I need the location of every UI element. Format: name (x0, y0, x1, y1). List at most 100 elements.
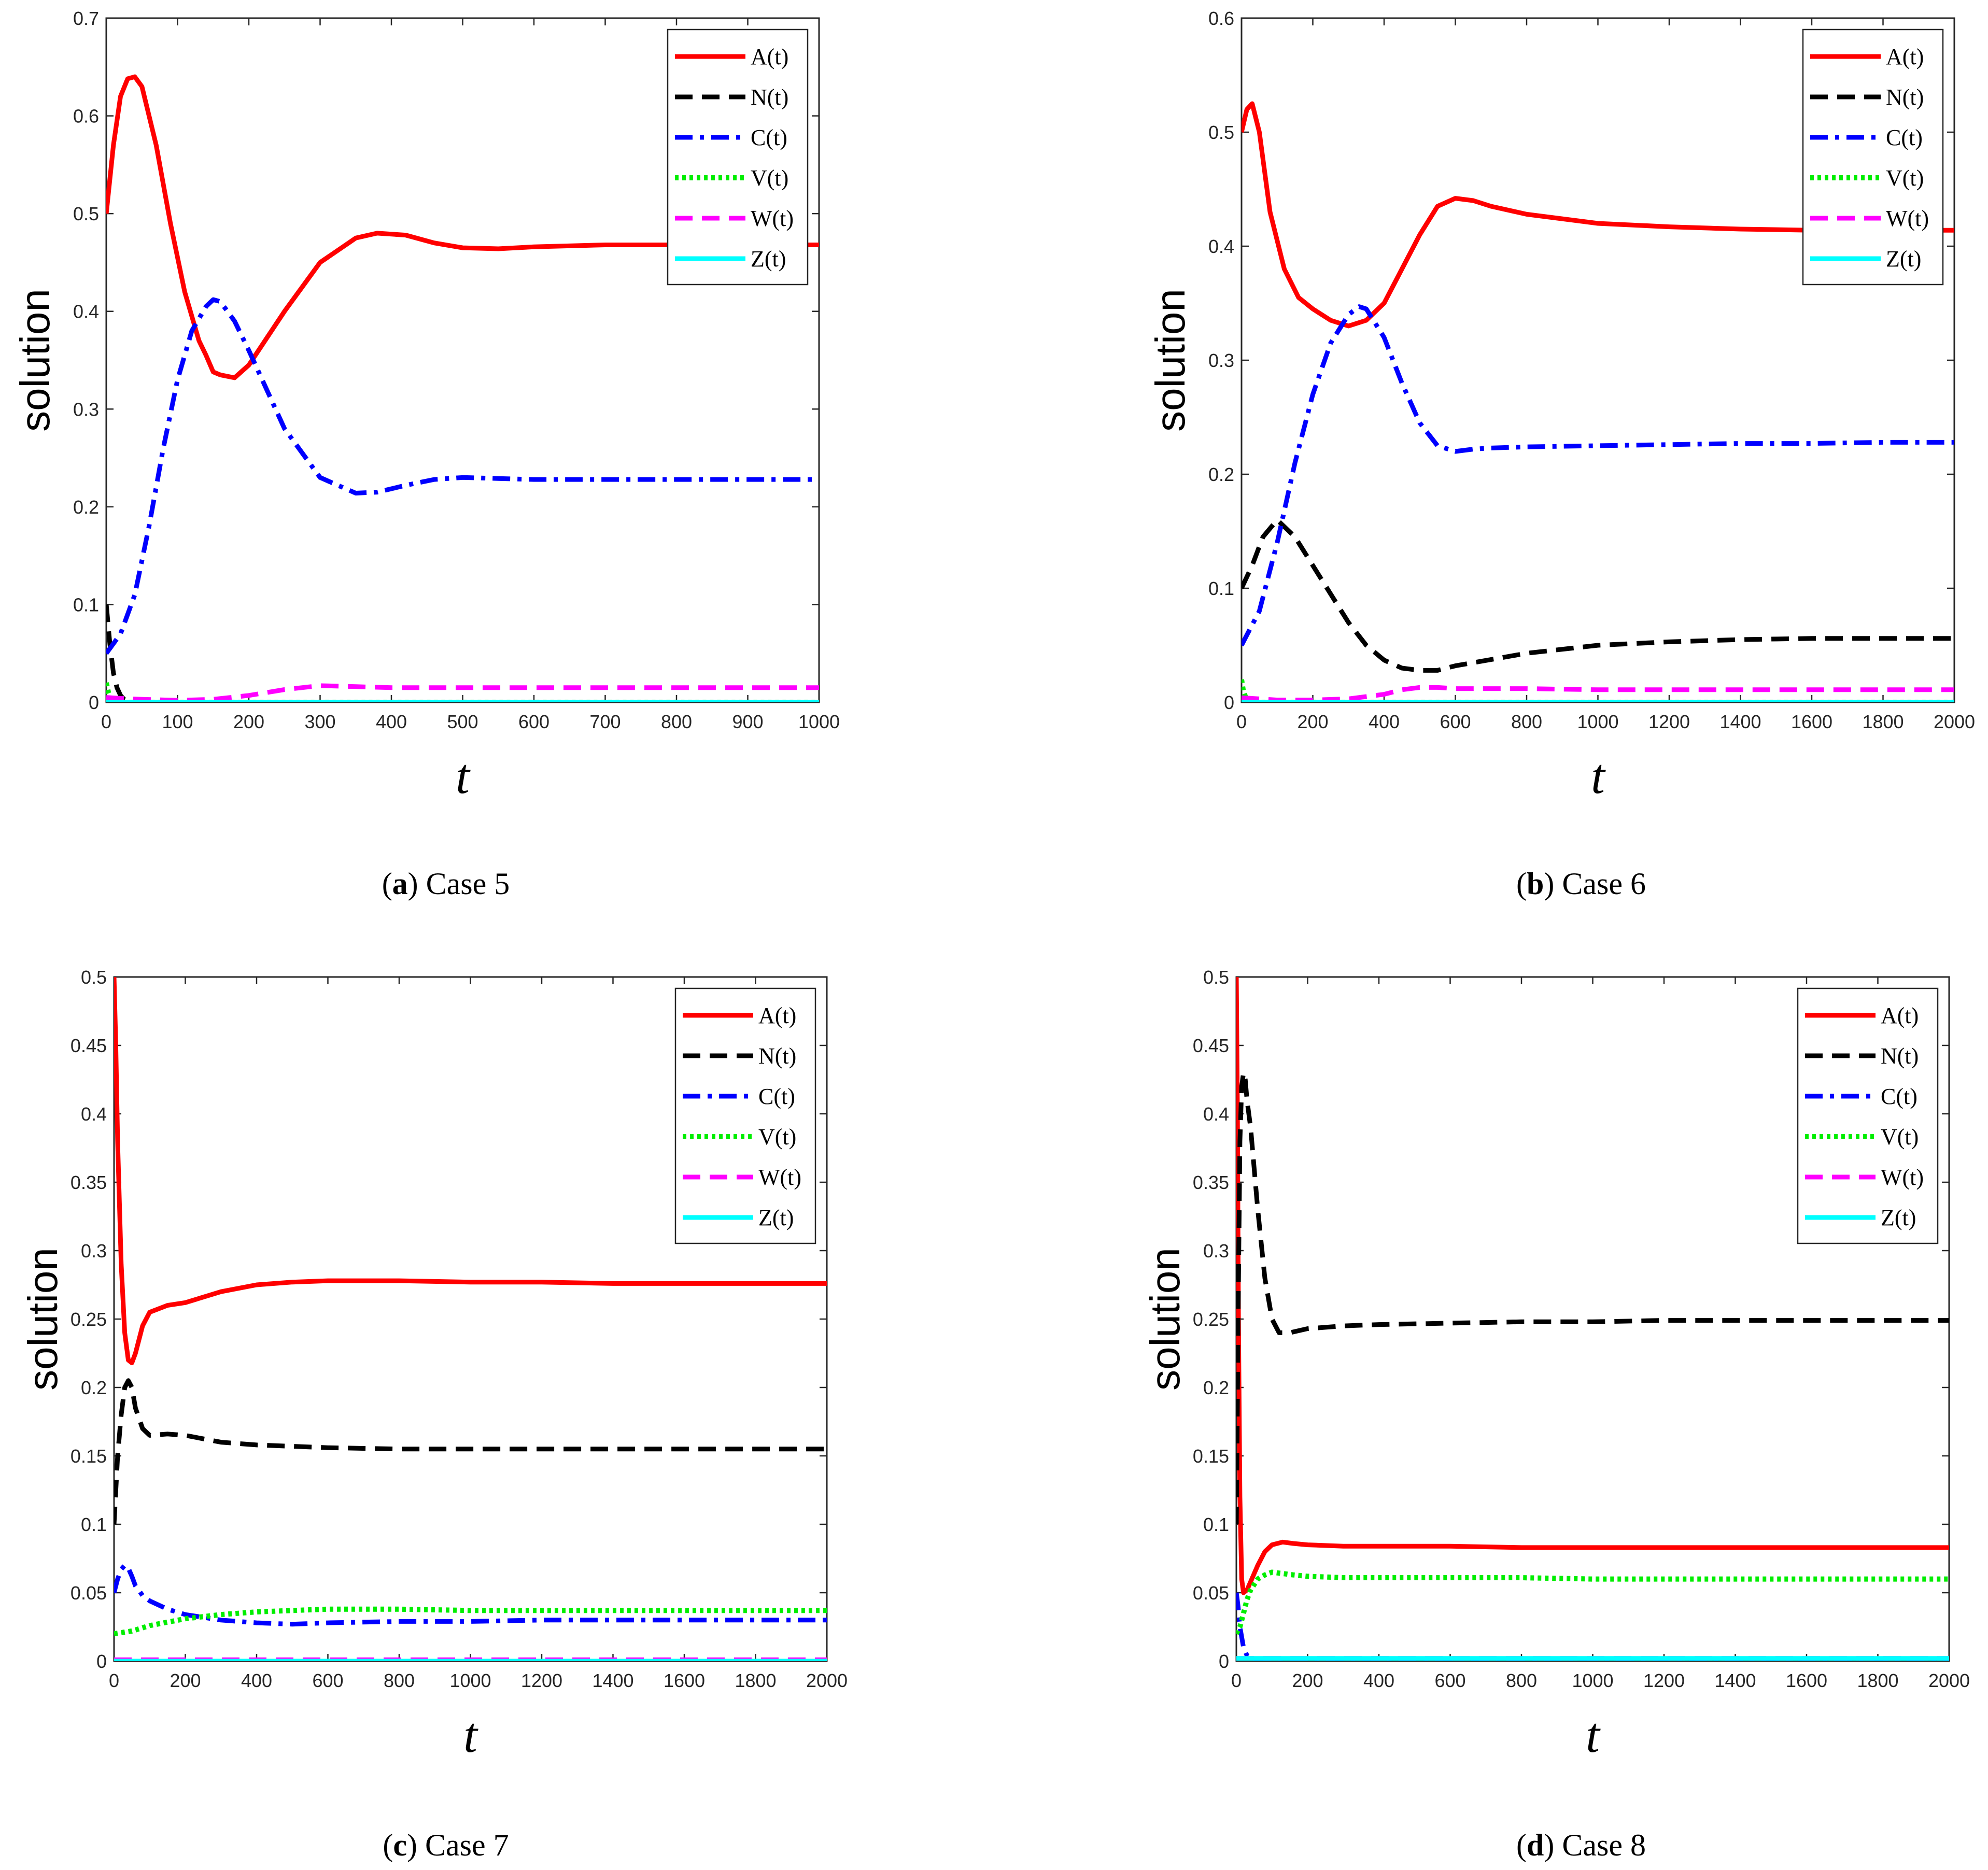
y-tick-label: 0.15 (1193, 1446, 1229, 1467)
x-tick-label: 500 (447, 711, 478, 732)
y-axis-label: solution (20, 1248, 66, 1391)
legend-label: Z(t) (1886, 246, 1921, 272)
y-tick-label: 0.25 (1193, 1309, 1229, 1330)
x-tick-label: 0 (109, 1670, 119, 1691)
series-line-at (114, 977, 827, 1365)
legend-label: W(t) (758, 1165, 801, 1190)
y-tick-label: 0 (1224, 692, 1234, 713)
legend-label: W(t) (1881, 1165, 1924, 1190)
series-line-at (1236, 977, 1949, 1595)
caption-letter: c (393, 1828, 407, 1862)
caption-close: ) (407, 1828, 417, 1862)
series-line-nt (114, 1378, 827, 1525)
series-line-ct (1236, 1592, 1949, 1661)
chart-panel-c: 0 200 400 600 800 1000 1200 1400 1600 1800 2000 0 0.… (20, 967, 848, 1862)
series-line-ct (106, 297, 819, 655)
legend-label: N(t) (751, 84, 788, 110)
x-tick-label: 2000 (1934, 711, 1975, 732)
y-tick-label: 0.2 (1208, 464, 1234, 485)
caption-text: Case 8 (1554, 1828, 1646, 1862)
caption-close: ) (1544, 867, 1554, 901)
x-tick-label: 1800 (1857, 1670, 1898, 1691)
y-tick-label: 0.05 (71, 1582, 107, 1604)
x-tick-label: 600 (312, 1670, 343, 1691)
x-tick-label: 700 (589, 711, 621, 732)
caption-close: ) (1544, 1828, 1554, 1862)
legend-label: Z(t) (758, 1205, 794, 1230)
x-tick-label: 400 (1369, 711, 1400, 732)
legend: A(t) N(t) C(t) V(t) W(t) Z(t) (674, 987, 816, 1244)
x-tick-label: 1000 (449, 1670, 491, 1691)
x-tick-label: 0 (1231, 1670, 1242, 1691)
caption-text: Case 6 (1554, 867, 1646, 901)
chart-panel-a: 0 100 200 300 400 500 600 700 800 900 1000 0 0.1 0.2 0… (12, 8, 840, 901)
x-tick-label: 1600 (664, 1670, 705, 1691)
legend-label: V(t) (758, 1124, 796, 1150)
y-tick-label: 0.25 (71, 1309, 107, 1330)
x-tick-label: 400 (376, 711, 407, 732)
y-tick-label: 0.5 (1203, 967, 1229, 988)
y-tick-label: 0.05 (1193, 1582, 1229, 1604)
y-tick-label: 0.6 (1208, 8, 1234, 29)
series-line-nt (1236, 1070, 1949, 1525)
legend-label: V(t) (751, 165, 788, 191)
caption-close: ) (408, 867, 418, 901)
y-axis-label: solution (12, 289, 58, 432)
x-tick-label: 1200 (521, 1670, 562, 1691)
x-tick-label: 1200 (1643, 1670, 1685, 1691)
legend-label: C(t) (758, 1084, 795, 1109)
caption-open: ( (1516, 1828, 1527, 1862)
legend-label: W(t) (751, 206, 794, 231)
y-tick-label: 0.35 (71, 1172, 107, 1193)
legend-label: C(t) (751, 125, 787, 150)
x-tick-label: 0 (101, 711, 111, 732)
caption-text: Case 7 (417, 1828, 509, 1862)
y-tick-label: 0.45 (1193, 1035, 1229, 1056)
y-tick-label: 0.3 (73, 399, 99, 420)
legend-label: A(t) (758, 1003, 796, 1028)
x-tick-label: 200 (233, 711, 264, 732)
panel-caption: (d) Case 8 (1516, 1828, 1646, 1862)
x-axis-label: t (1591, 748, 1606, 804)
caption-text: Case 5 (418, 867, 510, 901)
x-tick-label: 100 (162, 711, 193, 732)
series-line-ct (1242, 304, 1954, 647)
caption-open: ( (382, 867, 392, 901)
y-tick-label: 0.5 (81, 967, 107, 988)
legend-label: C(t) (1881, 1084, 1917, 1109)
x-tick-label: 800 (384, 1670, 415, 1691)
legend-label: A(t) (1886, 44, 1924, 69)
x-tick-label: 1200 (1648, 711, 1690, 732)
legend: A(t) N(t) C(t) V(t) W(t) Z(t) (1802, 29, 1944, 286)
x-tick-label: 800 (1506, 1670, 1537, 1691)
x-tick-label: 200 (170, 1670, 201, 1691)
y-tick-label: 0 (96, 1651, 107, 1672)
y-tick-label: 0.45 (71, 1035, 107, 1056)
caption-letter: b (1527, 867, 1544, 901)
y-tick-label: 0.4 (73, 301, 99, 322)
legend-box (667, 29, 809, 286)
y-tick-label: 0.1 (1203, 1514, 1229, 1535)
chart-panel-b: 0 200 400 600 800 1000 1200 1400 1600 1800 2000 0 0.… (1147, 8, 1975, 901)
x-tick-label: 1600 (1786, 1670, 1827, 1691)
legend-label: V(t) (1881, 1124, 1919, 1150)
x-tick-label: 600 (1434, 1670, 1465, 1691)
x-tick-label: 600 (518, 711, 549, 732)
y-tick-label: 0.4 (1208, 236, 1234, 257)
panel-caption: (a) Case 5 (382, 867, 510, 901)
legend-label: C(t) (1886, 125, 1923, 150)
y-tick-label: 0.35 (1193, 1172, 1229, 1193)
x-tick-label: 200 (1297, 711, 1328, 732)
y-axis-label: solution (1147, 289, 1193, 432)
y-tick-label: 0.6 (73, 106, 99, 127)
legend-label: N(t) (758, 1043, 796, 1069)
x-tick-label: 1800 (735, 1670, 776, 1691)
x-tick-label: 0 (1236, 711, 1247, 732)
series-line-nt (1242, 517, 1954, 673)
legend-label: Z(t) (751, 246, 786, 272)
x-tick-label: 1000 (798, 711, 840, 732)
caption-letter: d (1527, 1828, 1544, 1862)
x-tick-label: 400 (1363, 1670, 1394, 1691)
y-tick-label: 0.2 (81, 1377, 107, 1398)
legend-label: Z(t) (1881, 1205, 1916, 1230)
